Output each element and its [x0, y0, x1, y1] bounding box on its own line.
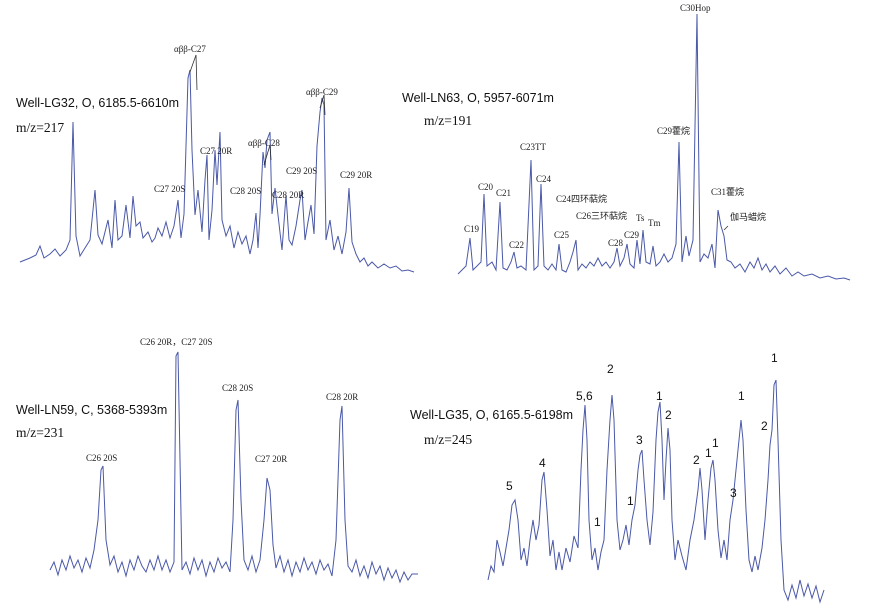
trace-ln59	[49, 351, 418, 584]
peak-label: C23TT	[520, 142, 547, 152]
panel-2-well: Well-LN63, O, 5957-6071m	[402, 91, 554, 105]
peak-label: C26三环萜烷	[576, 210, 627, 221]
peak-label: 1	[738, 389, 745, 403]
peak-label: C29 20R	[340, 170, 372, 180]
panel-ln63: Well-LN63, O, 5957-6071m m/z=191 C30Hop …	[402, 3, 851, 281]
peak-label: C24四环萜烷	[556, 193, 607, 204]
leader-line	[263, 144, 271, 166]
peak-label: C28 20S	[230, 186, 261, 196]
panel-3-mz: m/z=231	[16, 425, 64, 440]
panel-4-mz: m/z=245	[424, 432, 472, 447]
panel-1-well: Well-LG32, O, 6185.5-6610m	[16, 96, 179, 110]
peak-label: 伽马蜡烷	[730, 211, 766, 222]
leader-line	[319, 94, 325, 109]
panel-3-well: Well-LN59, C, 5368-5393m	[16, 403, 167, 417]
peak-label: 5	[506, 479, 513, 493]
leader-line	[269, 144, 272, 161]
peak-label: C26 20S	[86, 453, 117, 463]
panel-lg35: Well-LG35, O, 6165.5-6198m m/z=245 5 4 1…	[410, 351, 825, 604]
panel-1-mz: m/z=217	[16, 120, 64, 135]
peak-label: 1	[656, 389, 663, 403]
peak-label: C27 20R	[200, 146, 232, 156]
leader-line	[323, 94, 326, 116]
peak-label: 2	[607, 362, 614, 376]
trace-ln63	[457, 13, 851, 281]
peak-label: C29藿烷	[657, 125, 690, 136]
leader-line	[189, 54, 197, 73]
peak-label: C28 20S	[222, 383, 253, 393]
trace-lg35	[487, 379, 825, 604]
peak-label: αββ-C27	[174, 44, 206, 54]
peak-label: αββ-C29	[306, 87, 338, 97]
peak-label: C28	[608, 238, 624, 248]
peak-label: 1	[712, 436, 719, 450]
peak-label: C22	[509, 240, 524, 250]
peak-label: C29 20S	[286, 166, 317, 176]
peak-label: 2	[693, 453, 700, 467]
peak-label: 1	[771, 351, 778, 365]
peak-label: C29	[624, 230, 640, 240]
peak-label: 3	[730, 486, 737, 500]
trace-lg32	[19, 69, 415, 273]
panel-2-mz: m/z=191	[424, 113, 472, 128]
peak-label: C21	[496, 188, 511, 198]
peak-label: C26 20R，C27 20S	[140, 337, 213, 347]
peak-label: C19	[464, 224, 480, 234]
peak-label: C25	[554, 230, 570, 240]
peak-label: Tm	[648, 218, 661, 228]
panel-lg32: Well-LG32, O, 6185.5-6610m m/z=217 αββ-C…	[16, 44, 415, 273]
peak-label: C27 20S	[154, 184, 185, 194]
peak-label: 5,6	[576, 389, 593, 403]
peak-label: 1	[627, 494, 634, 508]
peak-label: C31藿烷	[711, 186, 744, 197]
peak-label: Ts	[636, 213, 645, 223]
peak-label: 1	[594, 515, 601, 529]
peak-label: C28 20R	[326, 392, 358, 402]
leader-line	[195, 54, 198, 91]
peak-label: 2	[665, 408, 672, 422]
peak-label: 2	[761, 419, 768, 433]
leader-line	[723, 225, 729, 231]
peak-label: 1	[705, 446, 712, 460]
peak-label: C24	[536, 174, 552, 184]
peak-label: 3	[636, 433, 643, 447]
peak-label: C20	[478, 182, 494, 192]
peak-label: C27 20R	[255, 454, 287, 464]
panel-4-well: Well-LG35, O, 6165.5-6198m	[410, 408, 573, 422]
panel-ln59: Well-LN59, C, 5368-5393m m/z=231 C26 20R…	[16, 337, 418, 584]
peak-label: C30Hop	[680, 3, 711, 13]
peak-label: C28 20R	[272, 190, 304, 200]
peak-label: 4	[539, 456, 546, 470]
peak-label: αββ-C28	[248, 138, 280, 148]
